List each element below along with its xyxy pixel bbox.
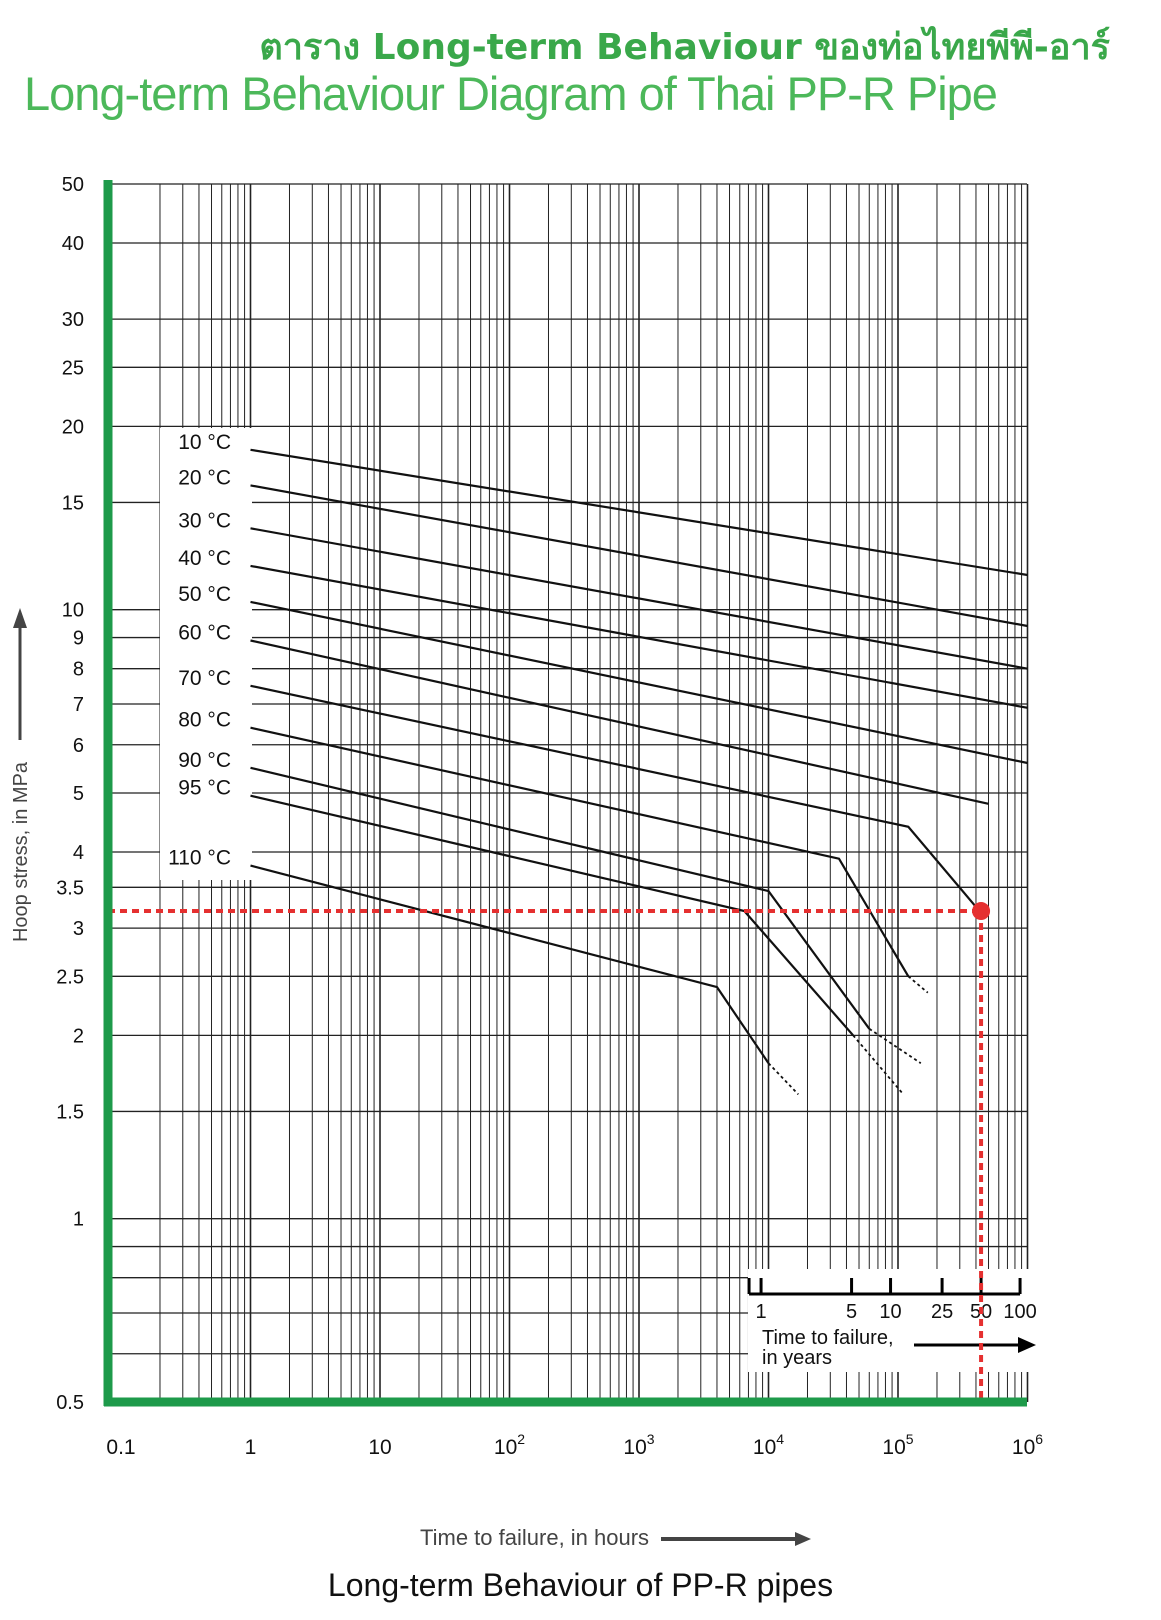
x-axis-title-text: Time to failure, in hours [420, 1525, 650, 1550]
series-label: 95 °C [178, 777, 231, 800]
page-title-thai: ตาราง Long-term Behaviour ของท่อไทยพีพี-… [259, 27, 1110, 68]
series-label: 90 °C [178, 749, 231, 772]
y-tick-label: 8 [73, 659, 84, 681]
series-line [250, 726, 910, 977]
years-tick-label: 1 [755, 1301, 766, 1323]
x-tick-label: 103 [623, 1431, 654, 1459]
y-tick-label: 0.5 [56, 1392, 84, 1414]
x-axis-arrow-icon [661, 1532, 812, 1547]
series-line [250, 639, 989, 805]
y-tick-label: 20 [62, 416, 84, 438]
x-tick-label: 104 [753, 1431, 784, 1459]
years-axis-label: Time to failure, [762, 1327, 894, 1349]
series-label: 10 °C [178, 431, 231, 454]
series-line [250, 564, 1028, 709]
y-tick-label: 3.5 [56, 877, 84, 899]
x-tick-label: 106 [1012, 1431, 1043, 1459]
y-tick-label: 10 [62, 600, 84, 622]
x-tick-label: 10 [368, 1436, 391, 1459]
series-label: 40 °C [178, 547, 231, 570]
legend-background [160, 428, 252, 880]
x-axis-title: Time to failure, in hours [420, 1525, 815, 1551]
series-line [250, 864, 770, 1064]
y-tick-label: 1 [73, 1209, 84, 1231]
series-label: 30 °C [178, 509, 231, 532]
series-line [250, 484, 1028, 628]
series-label: 70 °C [178, 667, 231, 690]
chart-caption: Long-term Behaviour of PP-R pipes [327, 1567, 834, 1603]
y-tick-label: 6 [73, 735, 84, 757]
series-label: 80 °C [178, 709, 231, 732]
y-tick-label: 4 [73, 842, 84, 864]
series-extrapolation-line [907, 975, 929, 994]
series-extrapolation-line [767, 1062, 799, 1096]
y-tick-label: 1.5 [56, 1101, 84, 1123]
y-tick-label: 9 [73, 628, 84, 650]
years-tick-label: 5 [846, 1301, 857, 1323]
y-tick-label: 3 [73, 918, 84, 940]
series-line [250, 766, 871, 1030]
series-extrapolation-line [868, 1028, 922, 1064]
series-label: 60 °C [178, 621, 231, 644]
years-axis-arrow-icon [1018, 1337, 1036, 1353]
series-label: 50 °C [178, 583, 231, 606]
y-tick-label: 2 [73, 1025, 84, 1047]
series-line [250, 600, 1028, 765]
y-tick-label: 30 [62, 309, 84, 331]
series-line [250, 448, 1028, 577]
x-tick-label: 105 [882, 1431, 913, 1459]
series-label: 110 °C [168, 847, 231, 870]
x-tick-label: 0.1 [106, 1436, 135, 1459]
years-axis-label: in years [762, 1347, 832, 1369]
series-line [250, 684, 977, 908]
series-line [250, 527, 1028, 670]
highlight-point [972, 902, 991, 921]
y-tick-label: 15 [62, 492, 84, 514]
y-axis-title: Hoop stress, in MPa [10, 761, 32, 942]
series-label: 20 °C [178, 466, 231, 489]
y-tick-label: 25 [62, 357, 84, 379]
series-extrapolation-line [852, 1034, 905, 1095]
page-title-english: Long-term Behaviour Diagram of Thai PP-R… [24, 67, 998, 120]
x-tick-label: 1 [245, 1436, 257, 1459]
years-tick-label: 100 [1003, 1301, 1036, 1323]
y-axis-arrow-icon [13, 608, 27, 628]
y-tick-label: 5 [73, 783, 84, 805]
y-tick-label: 2.5 [56, 966, 84, 988]
long-term-behaviour-chart: 10 °C 20 °C 30 °C 40 °C 50 °C 60 °C 70 °C 80 °C… [10, 174, 1043, 1459]
y-tick-label: 50 [62, 174, 84, 196]
x-tick-label: 102 [494, 1431, 525, 1459]
y-tick-label: 7 [73, 694, 84, 716]
years-tick-label: 10 [879, 1301, 901, 1323]
y-tick-label: 40 [62, 233, 84, 255]
years-tick-label: 25 [931, 1301, 953, 1323]
